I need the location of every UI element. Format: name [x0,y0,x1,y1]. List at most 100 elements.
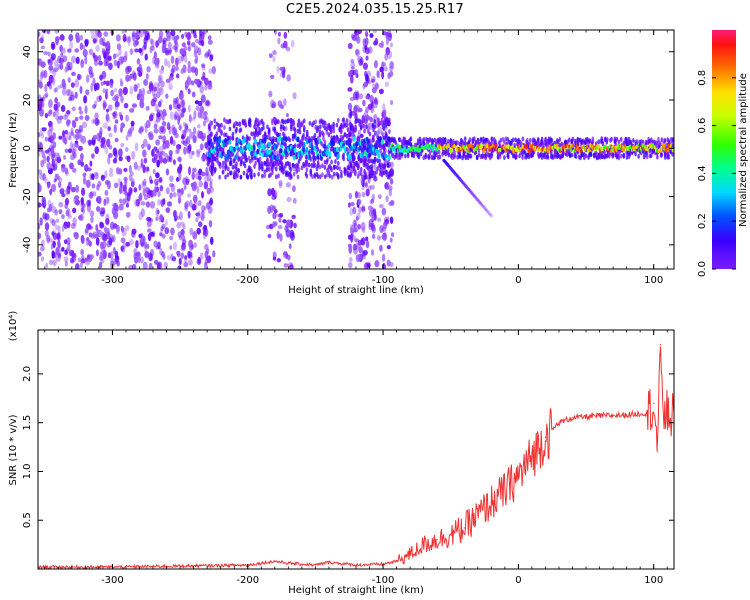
heatmap-cell [89,210,95,217]
heatmap-cell [124,190,128,196]
heatmap-cell [196,130,201,139]
heatmap-cell [40,159,45,168]
heatmap-cell [350,201,355,207]
heatmap-cell [385,141,389,147]
heatmap-cell [254,138,258,145]
heatmap-cell [369,95,374,103]
heatmap-cell [115,225,120,235]
y-tick-label: -40 [22,237,33,253]
heatmap-cell [312,151,316,157]
heatmap-cell [133,72,137,81]
heatmap-cell [54,87,58,93]
heatmap-cell [144,35,149,41]
heatmap-cell [519,139,522,145]
heatmap-cell [277,37,281,45]
heatmap-cell [379,66,384,73]
heatmap-cell [477,200,482,204]
heatmap-cell [148,114,154,122]
heatmap-cell [617,155,621,161]
heatmap-cell [78,213,84,222]
heatmap-cell [86,74,90,83]
heatmap-cell [186,40,191,46]
heatmap-cell [490,137,494,142]
heatmap-cell [52,232,58,241]
heatmap-cell [619,137,623,142]
heatmap-cell [114,137,119,143]
heatmap-cell [283,98,287,106]
heatmap-cell [55,36,60,46]
heatmap-cell [102,122,108,129]
heatmap-cell [177,265,182,269]
heatmap-cell [131,263,137,269]
heatmap-cell [57,225,61,234]
heatmap-cell [228,126,232,132]
heatmap-cell [149,253,154,261]
heatmap-cell [302,118,306,124]
heatmap-cell [371,75,376,83]
heatmap-cell [263,144,267,151]
heatmap-cell [387,136,391,142]
heatmap-cell [211,165,214,171]
heatmap-cell [148,262,153,269]
heatmap-cell [138,71,143,77]
heatmap-cell [199,252,204,261]
heatmap-cell [356,174,360,179]
heatmap-cell [347,165,351,171]
heatmap-cell [133,187,138,193]
heatmap-cell [340,128,343,134]
heatmap-cell [155,112,161,118]
heatmap-cell [488,212,492,217]
heatmap-cell [98,135,103,144]
heatmap-cell [135,30,141,38]
heatmap-cell [489,214,493,218]
heatmap-cell [278,104,284,109]
heatmap-cell [120,95,124,103]
heatmap-cell [186,136,191,145]
heatmap-cell [456,140,460,146]
heatmap-cell [184,125,189,133]
heatmap-cell [38,251,42,257]
heatmap-cell [467,143,471,149]
heatmap-cell [136,82,140,88]
heatmap-cell [388,174,391,180]
heatmap-cell [168,75,174,81]
heatmap-cell [316,147,320,152]
heatmap-cell [153,123,158,130]
heatmap-cell [215,131,219,137]
heatmap-cell [53,67,59,73]
heatmap-cell [38,81,43,89]
heatmap-cell [359,166,363,172]
heatmap-cell [86,199,91,207]
heatmap-cell [184,123,189,130]
heatmap-cell [67,77,71,83]
heatmap-cell [64,167,69,175]
heatmap-cell [40,61,46,68]
heatmap-cell [49,68,54,74]
heatmap-cell [355,91,360,101]
heatmap-cell [229,170,233,176]
heatmap-cell [362,62,369,70]
heatmap-cell [258,164,262,169]
heatmap-cell [293,127,297,133]
heatmap-cell [178,172,182,181]
heatmap-cell [364,158,367,164]
heatmap-cell [162,135,167,144]
heatmap-cell [169,135,174,145]
heatmap-cell [103,80,107,85]
heatmap-cell [51,250,55,259]
heatmap-cell [94,146,100,155]
heatmap-cell [198,180,204,188]
heatmap-cell [157,82,161,88]
heatmap-cell [364,182,368,187]
heatmap-cell [384,123,388,128]
heatmap-cell [359,133,364,138]
heatmap-cell [78,125,84,133]
heatmap-cell [84,55,88,65]
heatmap-cell [98,95,102,101]
snr-data-point [657,451,659,453]
heatmap-cell [220,129,223,135]
heatmap-cell [171,256,177,262]
heatmap-cell [386,245,391,250]
heatmap-cell [146,228,152,233]
heatmap-cell [166,254,171,261]
